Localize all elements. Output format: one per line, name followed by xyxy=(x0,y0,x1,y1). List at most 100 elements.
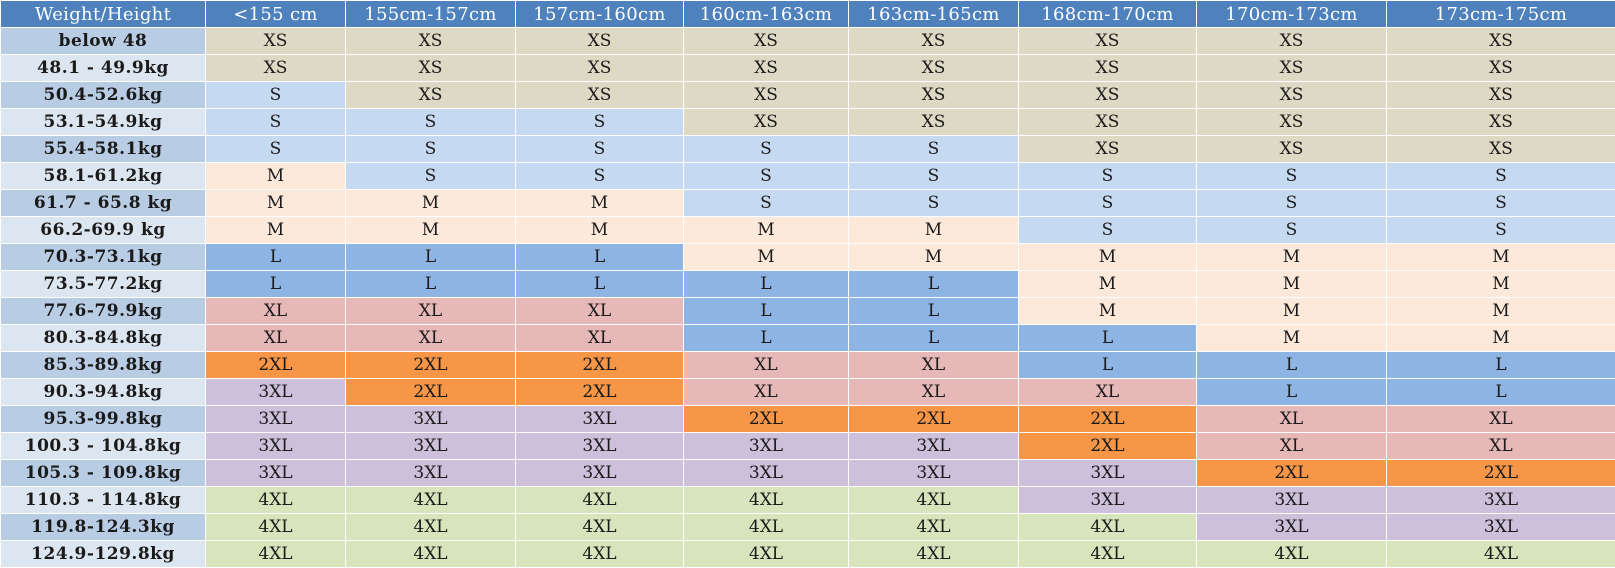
height-header: 157cm-160cm xyxy=(516,1,684,28)
size-cell: 3XL xyxy=(206,460,346,487)
height-header: 168cm-170cm xyxy=(1019,1,1197,28)
weight-label: 90.3-94.8kg xyxy=(1,379,206,406)
size-cell: M xyxy=(1387,325,1615,352)
weight-label: 53.1-54.9kg xyxy=(1,109,206,136)
size-cell: S xyxy=(516,163,684,190)
size-cell: XS xyxy=(1387,28,1615,55)
size-cell: 4XL xyxy=(1019,541,1197,568)
size-cell: L xyxy=(346,271,516,298)
size-cell: XS xyxy=(206,28,346,55)
size-cell: XL xyxy=(1387,406,1615,433)
height-header: 163cm-165cm xyxy=(849,1,1019,28)
size-cell: XS xyxy=(206,55,346,82)
size-cell: M xyxy=(1197,271,1387,298)
weight-label: 80.3-84.8kg xyxy=(1,325,206,352)
size-cell: M xyxy=(849,244,1019,271)
size-cell: 3XL xyxy=(1197,487,1387,514)
size-cell: S xyxy=(1387,163,1615,190)
size-cell: 4XL xyxy=(206,514,346,541)
size-cell: M xyxy=(1197,244,1387,271)
size-cell: XS xyxy=(849,55,1019,82)
size-cell: S xyxy=(1387,217,1615,244)
size-cell: XS xyxy=(1387,109,1615,136)
size-cell: XS xyxy=(1197,55,1387,82)
size-cell: S xyxy=(206,109,346,136)
size-cell: XL xyxy=(1019,379,1197,406)
size-cell: XS xyxy=(1387,55,1615,82)
size-cell: 3XL xyxy=(684,433,849,460)
size-cell: XS xyxy=(1387,136,1615,163)
size-cell: S xyxy=(346,136,516,163)
size-cell: 3XL xyxy=(346,460,516,487)
size-cell: S xyxy=(516,109,684,136)
size-cell: S xyxy=(346,109,516,136)
size-cell: 3XL xyxy=(346,433,516,460)
size-cell: S xyxy=(684,190,849,217)
size-cell: M xyxy=(1387,298,1615,325)
size-cell: 4XL xyxy=(684,487,849,514)
height-header: 155cm-157cm xyxy=(346,1,516,28)
size-cell: 3XL xyxy=(1197,514,1387,541)
size-cell: XL xyxy=(346,325,516,352)
size-cell: 2XL xyxy=(346,352,516,379)
size-cell: XS xyxy=(1019,109,1197,136)
size-cell: XS xyxy=(1387,82,1615,109)
size-cell: 4XL xyxy=(346,487,516,514)
size-cell: XS xyxy=(849,109,1019,136)
size-cell: 3XL xyxy=(684,460,849,487)
weight-label: 95.3-99.8kg xyxy=(1,406,206,433)
size-cell: XS xyxy=(516,82,684,109)
size-cell: 3XL xyxy=(346,406,516,433)
size-cell: S xyxy=(206,82,346,109)
size-cell: S xyxy=(346,163,516,190)
size-cell: 4XL xyxy=(346,514,516,541)
size-cell: 2XL xyxy=(1387,460,1615,487)
size-cell: S xyxy=(1197,217,1387,244)
size-cell: 4XL xyxy=(849,487,1019,514)
size-cell: S xyxy=(849,163,1019,190)
size-cell: XS xyxy=(346,28,516,55)
size-cell: XL xyxy=(1197,433,1387,460)
size-cell: 3XL xyxy=(516,460,684,487)
weight-label: below 48 xyxy=(1,28,206,55)
size-cell: L xyxy=(1197,352,1387,379)
size-cell: XS xyxy=(516,28,684,55)
size-cell: L xyxy=(849,298,1019,325)
height-header: 173cm-175cm xyxy=(1387,1,1615,28)
height-header: <155 cm xyxy=(206,1,346,28)
size-cell: 3XL xyxy=(1387,487,1615,514)
size-cell: 4XL xyxy=(849,541,1019,568)
size-cell: XL xyxy=(516,298,684,325)
size-cell: 2XL xyxy=(1019,433,1197,460)
size-cell: L xyxy=(516,271,684,298)
size-cell: XS xyxy=(346,55,516,82)
size-cell: XL xyxy=(1197,406,1387,433)
size-cell: 4XL xyxy=(1019,514,1197,541)
size-cell: L xyxy=(684,325,849,352)
size-cell: M xyxy=(849,217,1019,244)
size-cell: XS xyxy=(684,28,849,55)
size-cell: 3XL xyxy=(849,433,1019,460)
weight-label: 48.1 - 49.9kg xyxy=(1,55,206,82)
size-cell: 2XL xyxy=(684,406,849,433)
size-cell: XL xyxy=(849,379,1019,406)
weight-label: 124.9-129.8kg xyxy=(1,541,206,568)
size-cell: 2XL xyxy=(1197,460,1387,487)
size-cell: 4XL xyxy=(849,514,1019,541)
weight-label: 105.3 - 109.8kg xyxy=(1,460,206,487)
table-header: Weight/Height <155 cm 155cm-157cm 157cm-… xyxy=(1,1,1615,28)
size-cell: XL xyxy=(849,352,1019,379)
height-header: 170cm-173cm xyxy=(1197,1,1387,28)
size-cell: L xyxy=(684,298,849,325)
size-cell: M xyxy=(206,190,346,217)
size-cell: S xyxy=(1387,190,1615,217)
size-cell: M xyxy=(684,244,849,271)
